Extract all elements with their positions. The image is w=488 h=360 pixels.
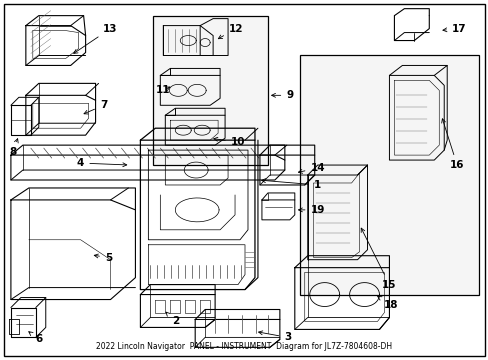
Text: 19: 19	[298, 205, 324, 215]
Text: 7: 7	[84, 100, 107, 114]
Text: 10: 10	[213, 137, 245, 147]
Text: 16: 16	[441, 119, 464, 170]
Text: 17: 17	[442, 24, 466, 33]
Bar	[299, 55, 478, 294]
Text: 2: 2	[165, 312, 179, 327]
Text: 6: 6	[29, 332, 42, 345]
Text: 15: 15	[361, 228, 396, 289]
Text: 14: 14	[298, 163, 325, 173]
Text: 5: 5	[94, 253, 112, 263]
Text: 9: 9	[271, 90, 293, 100]
Text: 2022 Lincoln Navigator  PANEL - INSTRUMENT  Diagram for JL7Z-7804608-DH: 2022 Lincoln Navigator PANEL - INSTRUMEN…	[96, 342, 391, 351]
Text: 3: 3	[258, 331, 291, 342]
Text: 18: 18	[377, 296, 398, 310]
Text: 11: 11	[156, 85, 170, 95]
Text: 8: 8	[9, 139, 18, 157]
Text: 4: 4	[77, 158, 126, 168]
Text: 13: 13	[74, 24, 118, 53]
Text: 12: 12	[218, 24, 243, 39]
Text: 1: 1	[261, 179, 321, 190]
Bar	[153, 15, 267, 165]
